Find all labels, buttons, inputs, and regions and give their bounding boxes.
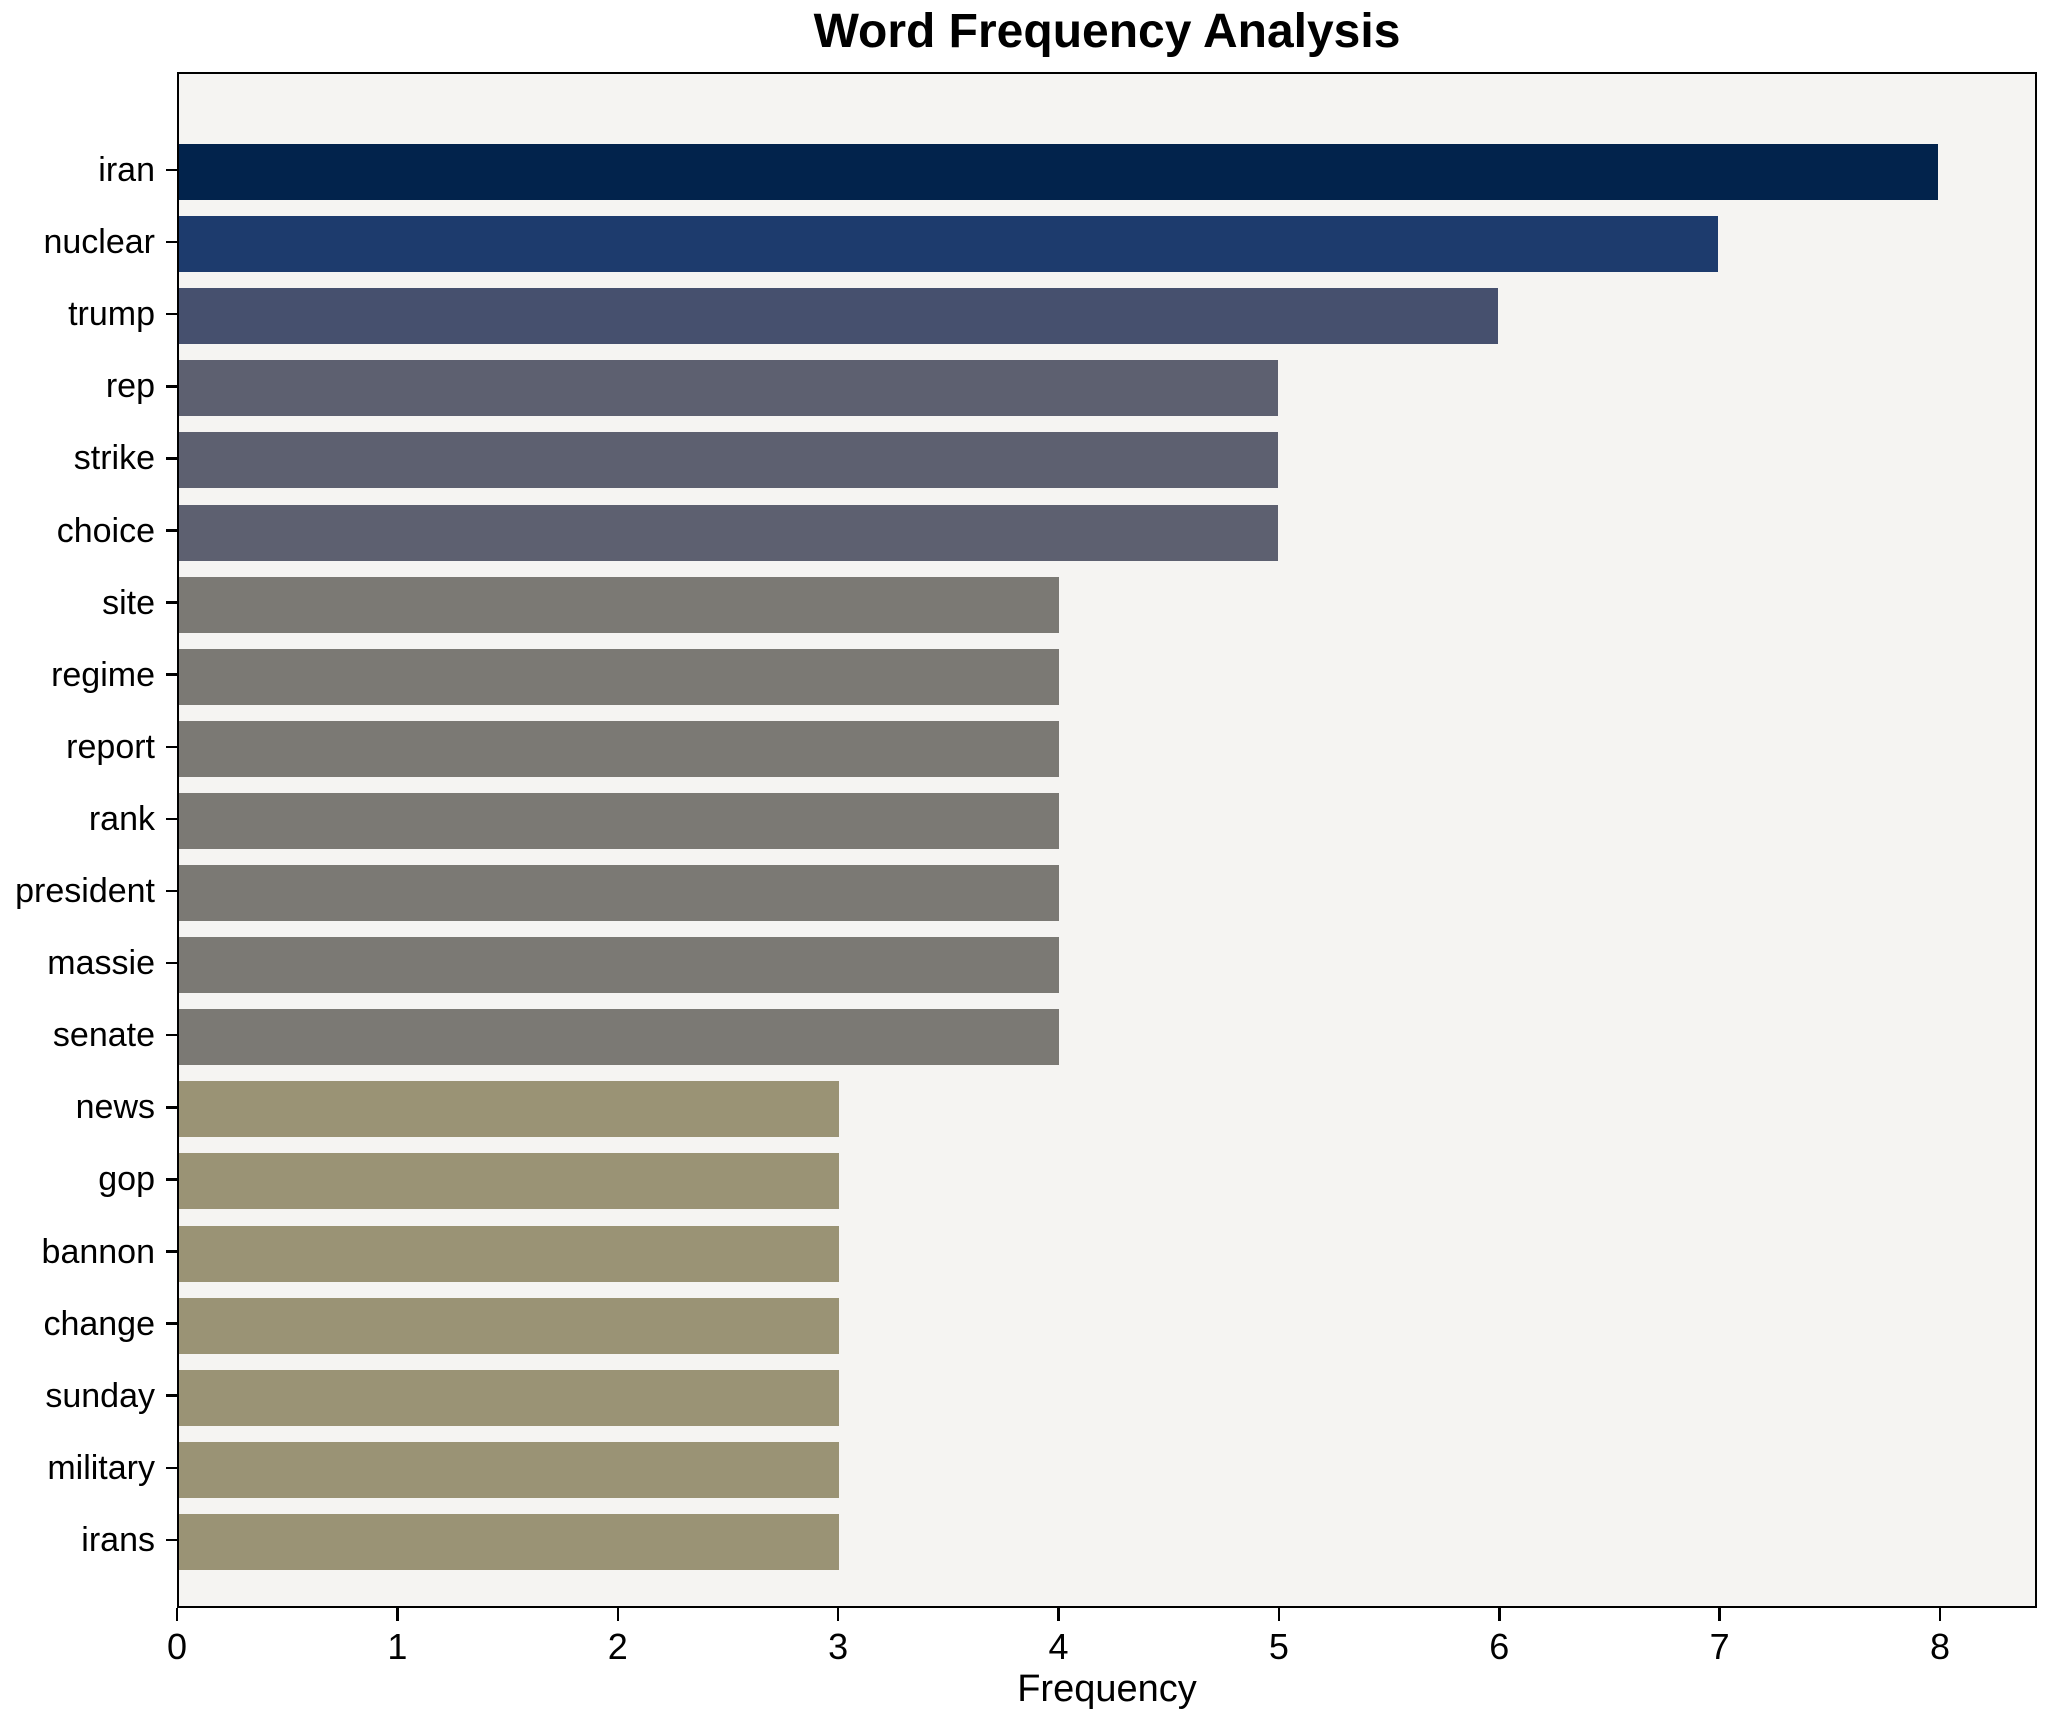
y-tick-label-military: military bbox=[47, 1448, 155, 1487]
y-tick-mark bbox=[166, 529, 177, 532]
x-tick-mark bbox=[1498, 1608, 1501, 1621]
y-tick-label-rank: rank bbox=[88, 799, 155, 838]
y-tick-mark bbox=[166, 889, 177, 893]
y-tick-mark bbox=[166, 1250, 177, 1253]
y-tick-label-trump: trump bbox=[68, 295, 155, 334]
y-tick-mark bbox=[166, 817, 177, 821]
x-tick-mark bbox=[175, 1608, 179, 1621]
y-tick-mark bbox=[166, 1322, 177, 1325]
y-tick-label-bannon: bannon bbox=[41, 1232, 155, 1271]
y-tick-mark bbox=[166, 1538, 177, 1542]
x-tick-label-3: 3 bbox=[828, 1626, 849, 1667]
y-tick-label-choice: choice bbox=[56, 511, 155, 550]
bar-gop bbox=[179, 1153, 839, 1210]
y-tick-label-irans: irans bbox=[81, 1520, 155, 1559]
x-tick-mark bbox=[1938, 1608, 1942, 1621]
bar-sunday bbox=[179, 1369, 839, 1426]
y-tick-label-president: president bbox=[15, 872, 155, 910]
y-tick-label-change: change bbox=[43, 1304, 155, 1343]
y-tick-mark bbox=[166, 961, 177, 965]
x-tick-mark bbox=[1057, 1608, 1060, 1621]
x-tick-mark bbox=[396, 1608, 399, 1621]
x-tick-label-5: 5 bbox=[1268, 1626, 1289, 1667]
x-tick-mark bbox=[1277, 1608, 1281, 1621]
x-tick-label-4: 4 bbox=[1048, 1626, 1069, 1667]
y-tick-label-senate: senate bbox=[52, 1016, 155, 1055]
bar-irans bbox=[179, 1513, 839, 1570]
x-tick-label-2: 2 bbox=[607, 1626, 628, 1667]
y-tick-mark bbox=[166, 457, 177, 460]
y-tick-label-gop: gop bbox=[98, 1160, 155, 1199]
bar-bannon bbox=[179, 1225, 839, 1282]
chart-title: Word Frequency Analysis bbox=[813, 5, 1401, 58]
bar-iran bbox=[179, 144, 1939, 200]
y-tick-label-nuclear: nuclear bbox=[43, 223, 155, 262]
x-tick-mark bbox=[616, 1608, 619, 1621]
bar-rank bbox=[179, 792, 1059, 849]
y-tick-mark bbox=[166, 601, 177, 604]
y-tick-mark bbox=[166, 1394, 177, 1397]
bar-change bbox=[179, 1297, 839, 1354]
y-tick-label-massie: massie bbox=[47, 944, 155, 983]
bar-choice bbox=[179, 504, 1279, 561]
x-tick-label-6: 6 bbox=[1489, 1626, 1510, 1667]
y-tick-mark bbox=[166, 1033, 177, 1037]
y-tick-label-iran: iran bbox=[98, 151, 155, 189]
y-tick-mark bbox=[166, 240, 177, 244]
bar-regime bbox=[179, 648, 1059, 705]
y-tick-mark bbox=[166, 168, 177, 172]
y-tick-mark bbox=[166, 1466, 177, 1470]
y-tick-mark bbox=[166, 673, 177, 676]
y-tick-label-report: report bbox=[66, 727, 155, 766]
y-tick-label-regime: regime bbox=[51, 655, 155, 694]
y-tick-mark bbox=[166, 312, 177, 316]
bar-senate bbox=[179, 1009, 1059, 1066]
bar-trump bbox=[179, 288, 1499, 345]
bar-military bbox=[179, 1441, 839, 1498]
bar-massie bbox=[179, 937, 1059, 994]
bar-site bbox=[179, 576, 1059, 633]
bar-report bbox=[179, 720, 1059, 777]
y-tick-label-site: site bbox=[102, 583, 155, 622]
y-tick-mark bbox=[166, 385, 177, 388]
y-tick-label-rep: rep bbox=[105, 367, 155, 406]
x-tick-label-0: 0 bbox=[166, 1626, 188, 1667]
bar-rep bbox=[179, 360, 1279, 417]
y-tick-label-strike: strike bbox=[73, 439, 155, 478]
bar-strike bbox=[179, 432, 1279, 489]
bar-nuclear bbox=[179, 216, 1719, 273]
y-tick-label-sunday: sunday bbox=[45, 1376, 155, 1415]
y-tick-label-news: news bbox=[75, 1088, 155, 1127]
bar-news bbox=[179, 1081, 839, 1138]
x-tick-label-8: 8 bbox=[1930, 1626, 1951, 1667]
plot-area bbox=[177, 72, 2037, 1608]
y-tick-mark bbox=[166, 1178, 177, 1181]
x-tick-label-1: 1 bbox=[387, 1626, 408, 1667]
x-axis-title: Frequency bbox=[1017, 1668, 1197, 1710]
y-tick-mark bbox=[166, 745, 177, 749]
x-tick-mark bbox=[1718, 1608, 1721, 1621]
x-tick-label-7: 7 bbox=[1709, 1626, 1730, 1667]
bar-president bbox=[179, 865, 1059, 921]
x-tick-mark bbox=[836, 1608, 840, 1621]
bars-layer bbox=[179, 74, 2035, 1606]
y-tick-mark bbox=[166, 1106, 177, 1109]
